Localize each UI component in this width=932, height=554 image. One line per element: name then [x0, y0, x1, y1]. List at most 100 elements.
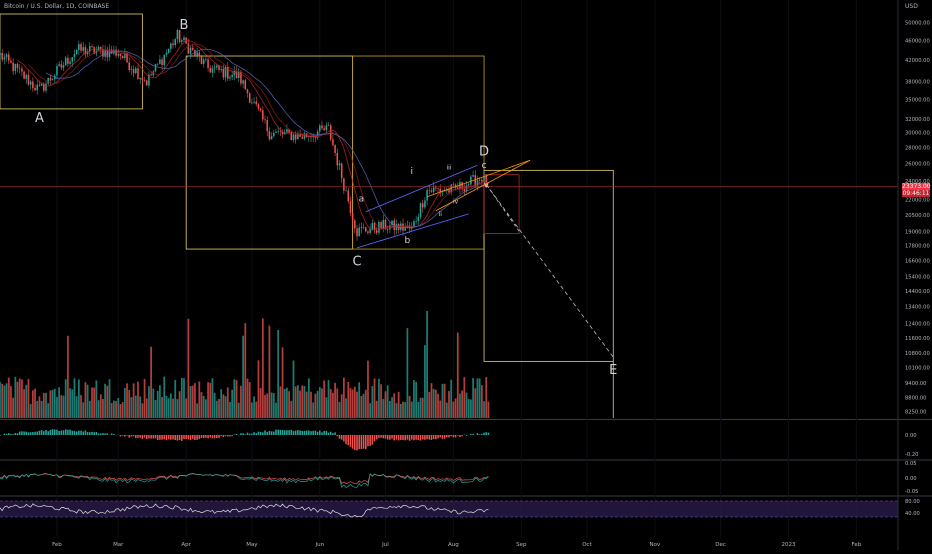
volume-bar	[442, 384, 444, 418]
osc1-bar	[205, 435, 207, 438]
osc1-bar	[343, 435, 345, 441]
volume-bar	[282, 347, 284, 418]
osc1-bar	[139, 435, 141, 438]
y-tick-label: 9400.00	[905, 381, 926, 387]
volume-bar	[1, 384, 3, 418]
osc1-bar	[385, 435, 387, 439]
wave-label-i: i	[411, 167, 414, 177]
volume-bar	[159, 385, 161, 418]
volume-bar	[6, 383, 8, 418]
candle-body	[293, 134, 295, 139]
volume-bar	[387, 385, 389, 418]
osc1-bar	[220, 435, 222, 436]
candle-body	[220, 69, 222, 70]
volume-bar	[65, 379, 67, 418]
volume-bar	[255, 402, 257, 418]
candle-body	[262, 110, 264, 119]
osc1-bar	[135, 435, 137, 438]
volume-bar	[93, 388, 95, 418]
osc1-bar	[284, 430, 286, 435]
volume-bar	[466, 393, 468, 418]
osc1-bar	[260, 432, 262, 435]
osc1-bar	[240, 433, 242, 435]
candle-body	[61, 64, 63, 67]
osc1-bar	[293, 431, 295, 435]
osc1-bar	[144, 435, 146, 438]
osc1-bar	[223, 435, 225, 437]
volume-bar	[229, 402, 231, 418]
candle-body	[118, 54, 120, 56]
candle-body	[264, 119, 266, 120]
osc1-bar	[131, 435, 133, 437]
y-tick-label: 32000.00	[905, 117, 930, 123]
x-tick-label: Aug	[448, 542, 459, 548]
osc1-bar	[439, 435, 441, 437]
candle-body	[65, 58, 67, 65]
volume-bar	[481, 385, 483, 418]
osc1-bar	[120, 435, 122, 436]
candle-body	[404, 228, 406, 231]
volume-bar	[124, 388, 126, 418]
candle-body	[168, 49, 170, 53]
candle-body	[72, 57, 74, 61]
candle-body	[166, 53, 168, 55]
osc1-bar	[89, 432, 91, 435]
volume-bar	[236, 380, 238, 418]
volume-bar	[89, 401, 91, 418]
candle-body	[201, 56, 203, 64]
osc1-bar	[26, 432, 28, 435]
volume-bar	[185, 399, 187, 418]
osc1-bar	[203, 435, 205, 438]
osc1-bar	[249, 434, 251, 435]
volume-bar	[286, 388, 288, 418]
candle-body	[157, 64, 159, 65]
candle-body	[209, 68, 211, 73]
osc1-bar	[391, 435, 393, 439]
candle-body	[273, 133, 275, 136]
osc1-bar	[242, 433, 244, 435]
wave-label-v: v	[484, 180, 490, 190]
candle-body	[464, 189, 466, 191]
wave-label-iii: iii	[446, 164, 451, 171]
candle-body	[420, 203, 422, 217]
volume-bar	[117, 398, 119, 418]
candle-body	[258, 104, 260, 108]
candle-body	[291, 133, 293, 140]
candle-body	[47, 78, 49, 84]
volume-bar	[187, 319, 189, 418]
volume-bar	[457, 333, 459, 418]
volume-bar	[240, 386, 242, 418]
volume-bar	[334, 383, 336, 418]
candle-body	[356, 228, 358, 236]
volume-bar	[424, 345, 426, 418]
candle-body	[280, 131, 282, 132]
candle-body	[247, 89, 249, 93]
osc1-bar	[190, 435, 192, 440]
y-tick-label: 42000.00	[905, 58, 930, 64]
volume-bar	[54, 389, 56, 418]
volume-bar	[277, 330, 279, 418]
candle-body	[8, 55, 10, 61]
osc1-bar	[227, 435, 229, 436]
candle-body	[170, 44, 172, 49]
osc1-bar	[459, 435, 461, 437]
osc1-bar	[442, 435, 444, 439]
volume-bar	[161, 397, 163, 418]
candle-body	[137, 68, 139, 79]
volume-bar	[354, 387, 356, 418]
osc1-bar	[196, 435, 198, 440]
osc1-bar	[266, 432, 268, 435]
osc1-bar	[461, 435, 463, 436]
volume-bar	[407, 328, 409, 418]
osc1-bar	[277, 430, 279, 435]
osc1-bar	[50, 430, 52, 435]
volume-bar	[260, 388, 262, 418]
volume-bar	[30, 404, 32, 418]
osc1-bar	[389, 435, 391, 440]
volume-bar	[435, 390, 437, 418]
candle-body	[32, 81, 34, 87]
volume-bar	[319, 387, 321, 418]
x-tick-label: May	[246, 542, 258, 548]
